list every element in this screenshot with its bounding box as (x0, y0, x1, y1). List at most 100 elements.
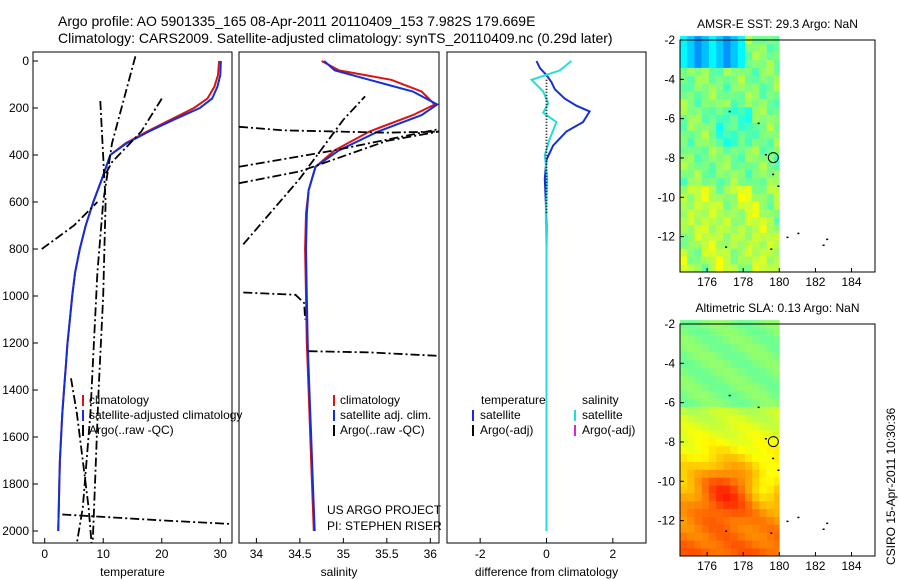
map-cell (773, 548, 780, 557)
map-cell (723, 161, 731, 171)
map-cell (708, 185, 717, 194)
map-cell (766, 91, 775, 100)
map-cell (716, 177, 724, 186)
map-cell (737, 548, 746, 557)
map-cell (773, 240, 780, 249)
map-cell (766, 264, 775, 273)
map-cell (745, 375, 753, 384)
y-tick-label: 2000 (2, 524, 29, 538)
map-cell (730, 335, 739, 344)
map-cell (730, 532, 739, 541)
map-cell (737, 532, 746, 541)
map-cell (752, 461, 760, 470)
map-cell (773, 422, 780, 431)
map-cell (701, 146, 710, 155)
map-cell (723, 256, 731, 265)
map-cell (766, 201, 775, 210)
map-cell (701, 398, 710, 407)
map-cell (708, 516, 717, 525)
map-cell (687, 343, 695, 352)
map-cell (680, 185, 688, 194)
map-cell (730, 146, 739, 155)
map-cell (708, 485, 717, 494)
map-cell (773, 390, 780, 399)
map-cell (752, 201, 760, 210)
map-cell (687, 406, 695, 415)
map-y-tick-label: -4 (664, 356, 675, 370)
map-cell (766, 469, 775, 478)
map-cell (708, 169, 717, 178)
map-cell (737, 177, 746, 186)
map-cell (773, 154, 780, 163)
map-cell (716, 51, 724, 60)
map-cell (759, 508, 767, 517)
map-cell (687, 232, 695, 241)
map-cell (687, 516, 695, 525)
map-cell (716, 351, 724, 360)
map-cell (730, 367, 739, 376)
map-cell (716, 335, 724, 344)
map-cell (737, 51, 746, 60)
map-cell (737, 469, 746, 478)
map-cell (745, 477, 753, 486)
map-cell (773, 256, 780, 265)
map-cell (708, 114, 717, 123)
map-cell (687, 91, 695, 100)
map-cell (737, 106, 746, 115)
map-cell (723, 493, 731, 502)
map-cell (737, 146, 746, 155)
map-cell (730, 240, 739, 249)
map-cell (773, 516, 780, 525)
map-cell (766, 169, 775, 178)
map-cell (730, 548, 739, 557)
map-cell (701, 343, 710, 352)
map-cell (701, 256, 710, 265)
map-cell (745, 532, 753, 541)
map-cell (716, 138, 724, 147)
float-dot (772, 457, 775, 460)
legend-entry: Argo(-adj) (582, 423, 635, 437)
map-cell (759, 359, 767, 368)
map-cell (680, 406, 688, 415)
map-cell (752, 67, 760, 76)
map-cell (737, 335, 746, 344)
y-tick-label: 400 (9, 148, 29, 162)
map-cell (766, 516, 775, 525)
map-cell (701, 264, 710, 273)
y-tick-label: 1200 (2, 336, 29, 350)
map-cell (752, 335, 760, 344)
map-cell (723, 500, 731, 510)
map-cell (716, 383, 724, 392)
map-y-tick-label: -6 (664, 396, 675, 410)
map-cell (752, 375, 760, 384)
map-cell (759, 83, 767, 92)
map-cell (723, 201, 731, 210)
map-cell (730, 154, 739, 163)
map-cell (752, 75, 760, 84)
map-cell (759, 224, 767, 233)
map-cell (752, 359, 760, 368)
float-dot (764, 438, 767, 440)
map-cell (716, 154, 724, 163)
map-cell (766, 232, 775, 241)
map-cell (730, 75, 739, 84)
map-cell (766, 99, 775, 108)
map-cell (716, 169, 724, 178)
map-cell (752, 224, 760, 233)
map-cell (759, 59, 767, 68)
map-cell (752, 264, 760, 273)
map-cell (752, 343, 760, 352)
map-cell (687, 532, 695, 541)
map-cell (723, 414, 731, 423)
map-cell (680, 169, 688, 178)
map-cell (745, 130, 753, 139)
map-cell (680, 422, 688, 431)
map-cell (773, 375, 780, 384)
map-cell (745, 59, 753, 68)
map-cell (708, 154, 717, 163)
map-cell (687, 524, 695, 533)
map-cell (723, 524, 731, 533)
argo-position-marker (767, 152, 779, 164)
map-cell (687, 224, 695, 233)
series-line-2-6 (242, 95, 366, 245)
